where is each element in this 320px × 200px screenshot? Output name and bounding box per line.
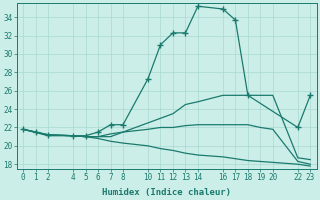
X-axis label: Humidex (Indice chaleur): Humidex (Indice chaleur)	[102, 188, 231, 197]
